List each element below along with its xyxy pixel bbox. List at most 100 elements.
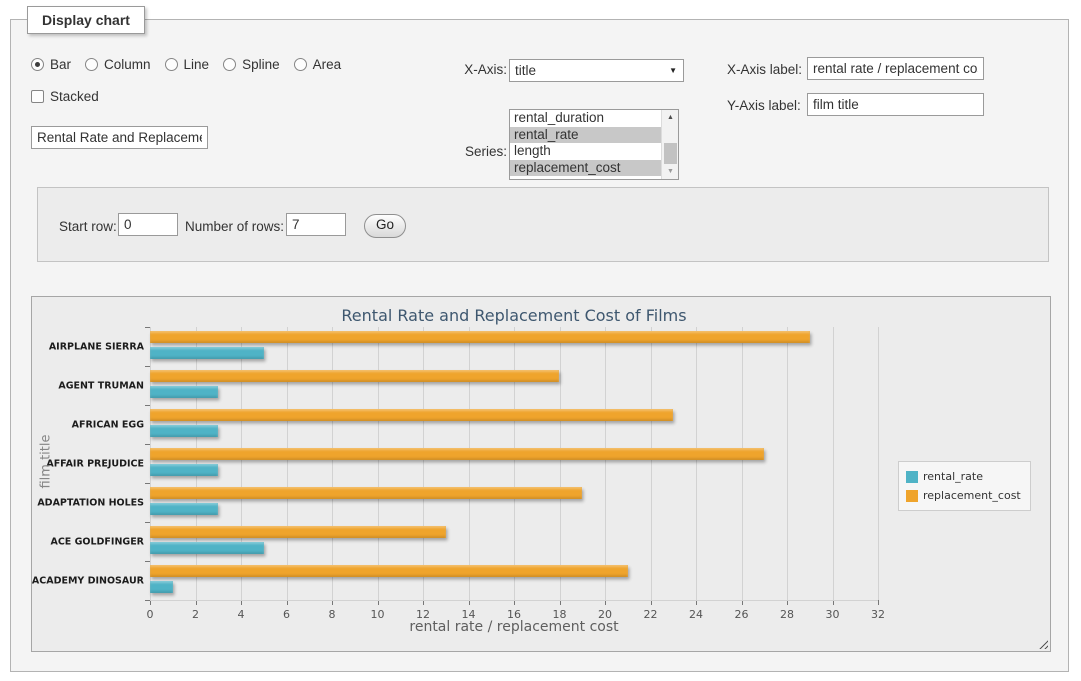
bar-replacement_cost[interactable]	[150, 409, 674, 421]
x-gridline	[878, 327, 879, 600]
x-gridline	[332, 327, 333, 600]
category-label: ACADEMY DINOSAUR	[31, 575, 144, 586]
bar-rental_rate[interactable]	[150, 425, 219, 437]
x-gridline	[559, 327, 561, 600]
x-gridline	[650, 327, 652, 600]
x-axis-tick	[605, 600, 606, 605]
x-axis-tick	[787, 600, 788, 605]
x-gridline	[423, 327, 424, 600]
x-gridline	[286, 327, 288, 600]
bar-rental_rate[interactable]	[150, 464, 219, 476]
stacked-checkbox[interactable]	[31, 90, 44, 103]
start-row-label: Start row:	[59, 219, 117, 234]
radio-area[interactable]	[293, 58, 307, 71]
x-axis-tick-label: 28	[780, 608, 794, 621]
series-option-rental-rate[interactable]: rental_rate	[510, 126, 661, 143]
category-label: AFFAIR PREJUDICE	[46, 458, 144, 469]
category-label: AGENT TRUMAN	[58, 380, 144, 391]
radio-column[interactable]	[85, 58, 99, 71]
x-axis-tick	[650, 600, 652, 605]
x-gridline	[468, 327, 470, 600]
legend-item-rental-rate[interactable]: rental_rate	[906, 467, 1021, 486]
x-axis-select[interactable]: title ▼	[509, 59, 684, 82]
scroll-up-icon[interactable]: ▲	[662, 110, 678, 125]
x-axis-select-value: title	[515, 63, 537, 78]
series-select-label: Series:	[464, 144, 507, 159]
x-axis-tick	[195, 600, 197, 605]
x-axis-tick	[423, 600, 424, 605]
x-axis-tick	[241, 600, 242, 605]
series-select[interactable]: rental_duration rental_rate length repla…	[509, 109, 679, 180]
series-option-length[interactable]: length	[514, 143, 551, 158]
scroll-down-icon[interactable]: ▼	[662, 164, 678, 179]
radio-line-label: Line	[183, 57, 210, 72]
legend-swatch-1	[906, 489, 918, 502]
x-axis-tick-label: 26	[734, 608, 749, 621]
x-axis-tick-label: 12	[416, 608, 430, 621]
series-list-scrollbar[interactable]: ▲ ▼	[661, 110, 678, 179]
y-axis-tick	[145, 561, 150, 562]
bar-replacement_cost[interactable]	[150, 565, 628, 577]
x-gridline	[696, 327, 697, 600]
x-gridline	[514, 327, 515, 600]
x-axis-label-input[interactable]	[807, 57, 984, 80]
x-axis-tick	[559, 600, 561, 605]
chart-title-input[interactable]	[31, 126, 208, 149]
bar-rental_rate[interactable]	[150, 347, 264, 359]
radio-area-label: Area	[312, 57, 342, 72]
bar-rental_rate[interactable]	[150, 503, 219, 515]
legend-label-0: rental_rate	[923, 470, 983, 483]
bar-replacement_cost[interactable]	[150, 370, 560, 382]
x-axis-tick	[878, 600, 879, 605]
series-option-replacement-cost[interactable]: replacement_cost	[510, 159, 661, 176]
stacked-row: Stacked	[31, 89, 99, 104]
x-axis-tick	[332, 600, 333, 605]
rows-label: Number of rows:	[185, 219, 285, 234]
x-gridline	[741, 327, 743, 600]
rows-input[interactable]	[286, 213, 346, 236]
y-axis-label-label: Y-Axis label:	[727, 98, 801, 113]
chart-plot-layer: 0 2 4 6 8 10 12 14 16 18 20 22 24 26 28 30 32 AIRPLANE SI…	[32, 297, 1050, 651]
radio-bar[interactable]	[31, 58, 44, 71]
bar-replacement_cost[interactable]	[150, 331, 810, 343]
x-axis-tick	[286, 600, 288, 605]
y-axis-tick	[145, 366, 150, 367]
x-axis-tick-label: 6	[283, 608, 290, 621]
x-axis-tick-label: 10	[370, 608, 385, 621]
series-option-rental-duration[interactable]: rental_duration	[514, 110, 605, 125]
chart-y-axis-title: film title	[38, 434, 54, 489]
legend-item-replacement-cost[interactable]: replacement_cost	[906, 486, 1021, 505]
bar-replacement_cost[interactable]	[150, 526, 446, 538]
chart-title: Rental Rate and Replacement Cost of Film…	[341, 306, 687, 325]
x-axis-tick-label: 4	[237, 608, 245, 621]
y-axis-tick	[145, 405, 150, 406]
chart-x-axis-title: rental rate / replacement cost	[409, 619, 619, 635]
x-axis-tick-label: 24	[689, 608, 703, 621]
x-axis-tick	[150, 600, 151, 605]
start-row-input[interactable]	[118, 213, 178, 236]
radio-column-label: Column	[104, 57, 151, 72]
category-label: ACE GOLDFINGER	[50, 536, 144, 547]
x-gridline	[605, 327, 606, 600]
x-gridline	[150, 327, 151, 600]
y-axis-label-input[interactable]	[807, 93, 984, 116]
radio-line[interactable]	[164, 58, 178, 71]
x-gridline	[241, 327, 242, 600]
bar-replacement_cost[interactable]	[150, 487, 583, 499]
select-arrow-icon: ▼	[669, 66, 677, 75]
bar-replacement_cost[interactable]	[150, 448, 765, 460]
x-axis-tick	[468, 600, 470, 605]
panel-legend: Display chart	[27, 6, 145, 34]
x-axis-tick-label: 0	[146, 608, 154, 621]
go-button[interactable]: Go	[364, 214, 407, 238]
x-gridline	[832, 327, 834, 600]
bar-rental_rate[interactable]	[150, 581, 173, 593]
x-axis-tick	[741, 600, 743, 605]
bar-rental_rate[interactable]	[150, 542, 264, 554]
chart-container: Rental Rate and Replacement Cost of Film…	[31, 296, 1051, 652]
bar-rental_rate[interactable]	[150, 386, 219, 398]
scrollbar-thumb[interactable]	[664, 143, 677, 164]
radio-spline[interactable]	[223, 58, 237, 71]
x-gridline	[377, 327, 379, 600]
x-axis-tick-label: 2	[192, 608, 199, 621]
